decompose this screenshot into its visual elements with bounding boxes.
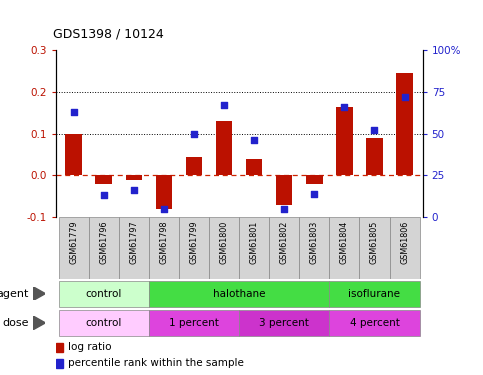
Bar: [179, 217, 209, 279]
Point: [190, 130, 198, 136]
Bar: [58, 310, 149, 336]
Text: GSM61801: GSM61801: [250, 221, 258, 264]
Bar: [239, 310, 329, 336]
Text: 4 percent: 4 percent: [350, 318, 399, 328]
Bar: [329, 310, 420, 336]
Point: [280, 206, 288, 212]
Text: control: control: [85, 318, 122, 328]
Text: GSM61779: GSM61779: [69, 221, 78, 264]
Text: agent: agent: [0, 289, 29, 298]
Bar: [56, 343, 63, 352]
Point: [341, 104, 348, 110]
Bar: [126, 176, 142, 180]
Bar: [276, 176, 293, 205]
Text: 3 percent: 3 percent: [259, 318, 309, 328]
Bar: [366, 138, 383, 176]
Bar: [336, 106, 353, 176]
Bar: [329, 281, 420, 307]
Bar: [149, 281, 329, 307]
Point: [401, 94, 409, 100]
Text: GSM61804: GSM61804: [340, 221, 349, 264]
Text: GSM61796: GSM61796: [99, 221, 108, 264]
Text: 1 percent: 1 percent: [169, 318, 219, 328]
Bar: [389, 217, 420, 279]
Bar: [246, 159, 262, 176]
Bar: [149, 310, 239, 336]
Bar: [269, 217, 299, 279]
Bar: [156, 176, 172, 209]
Text: percentile rank within the sample: percentile rank within the sample: [68, 358, 244, 368]
Bar: [119, 217, 149, 279]
Bar: [185, 157, 202, 176]
Text: GSM61800: GSM61800: [220, 221, 228, 264]
Text: GSM61797: GSM61797: [129, 221, 138, 264]
Bar: [306, 176, 323, 184]
Bar: [299, 217, 329, 279]
Text: dose: dose: [2, 318, 29, 328]
Bar: [396, 73, 413, 176]
Bar: [216, 121, 232, 176]
Point: [130, 188, 138, 194]
Text: GDS1398 / 10124: GDS1398 / 10124: [53, 28, 164, 41]
Point: [250, 137, 258, 143]
Bar: [329, 217, 359, 279]
Bar: [359, 217, 389, 279]
Bar: [89, 217, 119, 279]
Bar: [56, 358, 63, 368]
Bar: [239, 217, 269, 279]
Text: GSM61805: GSM61805: [370, 221, 379, 264]
Bar: [209, 217, 239, 279]
Polygon shape: [33, 316, 45, 330]
Point: [370, 128, 378, 134]
Text: GSM61802: GSM61802: [280, 221, 289, 264]
Point: [160, 206, 168, 212]
Bar: [96, 176, 112, 184]
Bar: [58, 217, 89, 279]
Bar: [149, 217, 179, 279]
Text: log ratio: log ratio: [68, 342, 112, 352]
Text: isoflurane: isoflurane: [348, 289, 400, 298]
Text: control: control: [85, 289, 122, 298]
Bar: [58, 281, 149, 307]
Text: GSM61799: GSM61799: [189, 221, 199, 264]
Point: [311, 191, 318, 197]
Point: [70, 109, 77, 115]
Polygon shape: [33, 287, 45, 300]
Text: halothane: halothane: [213, 289, 265, 298]
Text: GSM61806: GSM61806: [400, 221, 409, 264]
Text: GSM61798: GSM61798: [159, 221, 169, 264]
Text: GSM61803: GSM61803: [310, 221, 319, 264]
Bar: [65, 134, 82, 176]
Point: [220, 102, 228, 108]
Point: [100, 192, 108, 198]
